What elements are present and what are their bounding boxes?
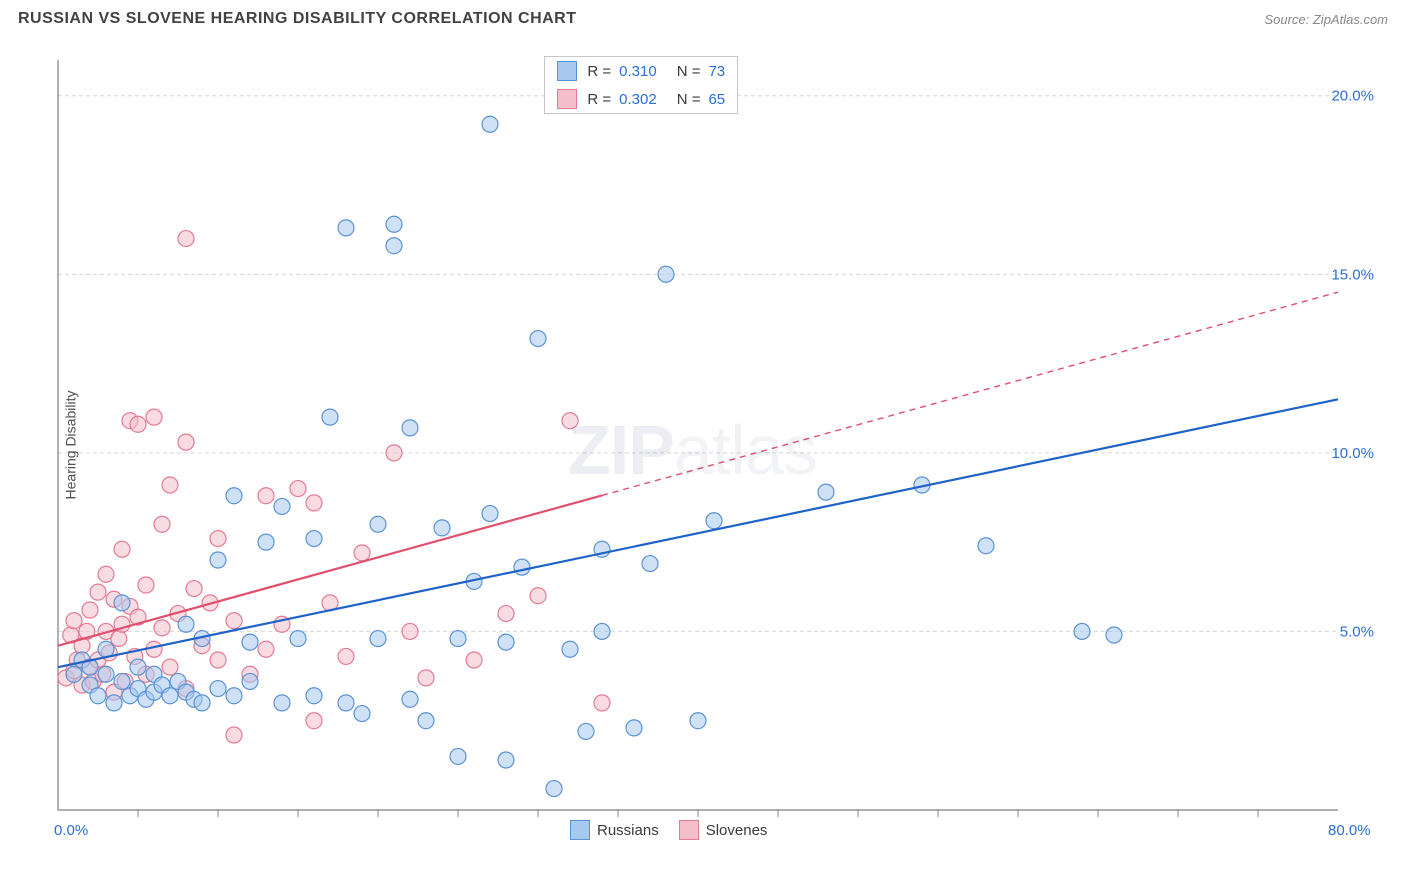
scatter-plot-svg: 5.0% 10.0% 15.0% 20.0% — [48, 50, 1388, 840]
series-legend-label: Russians — [597, 822, 659, 839]
legend-swatch — [570, 820, 590, 840]
stats-legend-row: R = 0.302 N = 65 — [545, 85, 737, 113]
legend-r-label: R = — [587, 63, 611, 80]
legend-n-value: 65 — [708, 91, 725, 108]
chart-title: RUSSIAN VS SLOVENE HEARING DISABILITY CO… — [18, 10, 577, 28]
plot-area: Hearing Disability 5.0%10.0%15.0%20.0% Z… — [48, 50, 1388, 840]
chart-source: Source: ZipAtlas.com — [1264, 12, 1388, 27]
series-legend-label: Slovenes — [706, 822, 768, 839]
legend-n-label: N = — [677, 91, 701, 108]
legend-swatch — [679, 820, 699, 840]
svg-text:10.0%: 10.0% — [1331, 445, 1374, 462]
stats-legend: R = 0.310 N = 73 R = 0.302 N = 65 — [544, 56, 738, 114]
svg-text:15.0%: 15.0% — [1331, 266, 1374, 283]
legend-r-value: 0.302 — [619, 91, 657, 108]
legend-r-label: R = — [587, 91, 611, 108]
legend-swatch — [557, 61, 577, 81]
legend-n-label: N = — [677, 63, 701, 80]
svg-text:20.0%: 20.0% — [1331, 88, 1374, 105]
legend-r-value: 0.310 — [619, 63, 657, 80]
legend-swatch — [557, 89, 577, 109]
series-legend-item: Russians — [570, 820, 659, 840]
x-axis-max-label: 80.0% — [1328, 822, 1371, 839]
series-legend: Russians Slovenes — [570, 820, 767, 840]
legend-n-value: 73 — [708, 63, 725, 80]
y-axis-label: Hearing Disability — [62, 391, 78, 500]
stats-legend-row: R = 0.310 N = 73 — [545, 57, 737, 85]
svg-text:5.0%: 5.0% — [1340, 623, 1374, 640]
x-axis-origin-label: 0.0% — [54, 822, 88, 839]
series-legend-item: Slovenes — [679, 820, 768, 840]
